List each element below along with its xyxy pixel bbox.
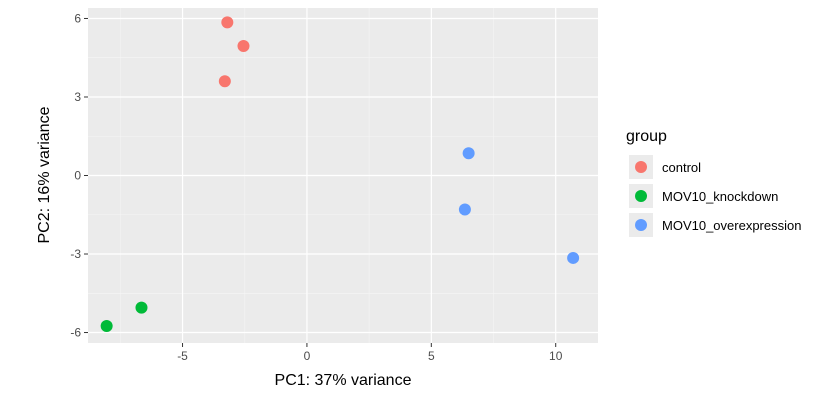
y-tick-label: -6 (70, 326, 81, 340)
major-gridlines (88, 8, 598, 343)
legend-key (635, 161, 647, 173)
data-point (458, 203, 471, 216)
y-tick-label: 0 (74, 169, 81, 183)
data-point (237, 39, 250, 52)
data-point (100, 319, 113, 332)
x-axis-title: PC1: 37% variance (275, 372, 412, 389)
legend-key (635, 190, 647, 202)
x-tick-label: -5 (177, 349, 188, 363)
legend: group control MOV10_knockdown MOV10_overex… (626, 128, 801, 237)
y-axis-ticks: -6 -3 0 3 6 (70, 11, 88, 340)
data-point (218, 75, 231, 88)
legend-label: MOV10_knockdown (662, 189, 778, 204)
y-tick-label: -3 (70, 247, 81, 261)
x-tick-label: 5 (428, 349, 435, 363)
legend-key (635, 219, 647, 231)
y-axis-title: PC2: 16% variance (36, 106, 53, 243)
data-points (100, 16, 580, 332)
data-point (567, 251, 580, 264)
data-point (135, 301, 148, 314)
x-axis-ticks: -5 0 5 10 (177, 343, 563, 363)
y-tick-label: 6 (74, 11, 81, 25)
legend-label: control (662, 160, 701, 175)
x-tick-label: 0 (304, 349, 311, 363)
x-tick-label: 10 (549, 349, 563, 363)
legend-items: control MOV10_knockdown MOV10_overexpressi… (629, 155, 801, 237)
legend-title: group (626, 128, 667, 145)
data-point (462, 147, 475, 160)
legend-label: MOV10_overexpression (662, 218, 801, 233)
data-point (221, 16, 234, 29)
y-tick-label: 3 (74, 90, 81, 104)
